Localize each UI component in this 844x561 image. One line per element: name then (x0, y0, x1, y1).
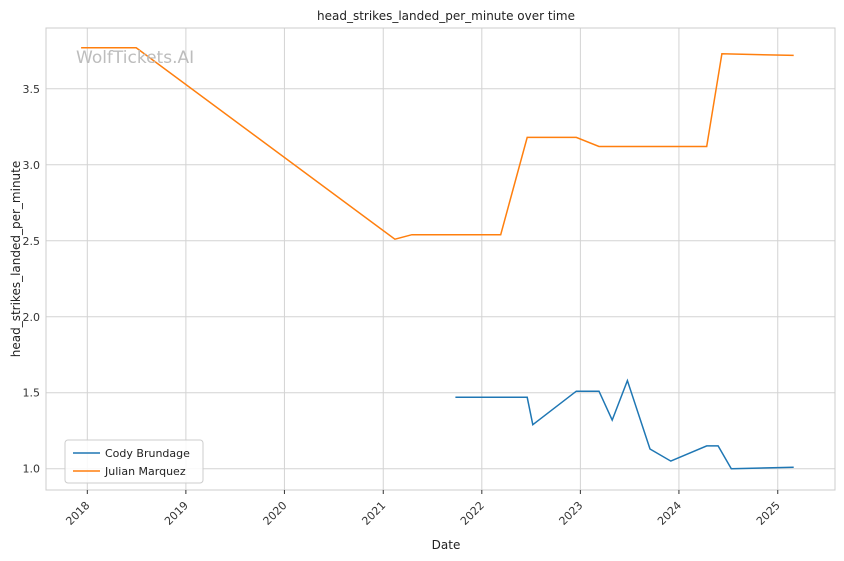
y-tick-label: 3.0 (23, 159, 41, 172)
x-tick-label: 2023 (557, 499, 586, 528)
x-axis-label: Date (432, 538, 461, 552)
y-tick-label: 3.5 (23, 83, 41, 96)
grid (46, 28, 835, 490)
x-tick-label: 2019 (162, 499, 191, 528)
y-tick-label: 2.5 (23, 235, 41, 248)
legend: Cody Brundage Julian Marquez (64, 439, 204, 484)
legend-label-julian-marquez: Julian Marquez (104, 465, 186, 478)
series-line-cody-brundage (455, 378, 794, 470)
x-tick-label: 2018 (63, 499, 92, 528)
watermark: WolfTickets.AI (76, 48, 195, 68)
x-tick-label: 2025 (754, 499, 783, 528)
x-tick-label: 2022 (458, 499, 487, 528)
x-axis-ticks: 2018 2019 2020 2021 2022 2023 2024 2025 (63, 490, 783, 528)
x-tick-label: 2021 (359, 499, 388, 528)
y-axis-ticks: 1.0 1.5 2.0 2.5 3.0 3.5 (23, 83, 41, 476)
legend-label-cody-brundage: Cody Brundage (105, 447, 190, 460)
x-tick-label: 2020 (261, 499, 290, 528)
y-tick-label: 1.5 (23, 387, 41, 400)
chart-title: head_strikes_landed_per_minute over time (317, 9, 575, 23)
series-lines (81, 47, 794, 470)
x-tick-label: 2024 (655, 499, 684, 528)
series-line-julian-marquez (81, 47, 794, 241)
y-tick-label: 2.0 (23, 311, 41, 324)
y-tick-label: 1.0 (23, 463, 41, 476)
legend-box (64, 439, 204, 484)
plot-frame (45, 27, 836, 491)
y-axis-label: head_strikes_landed_per_minute (9, 161, 23, 358)
